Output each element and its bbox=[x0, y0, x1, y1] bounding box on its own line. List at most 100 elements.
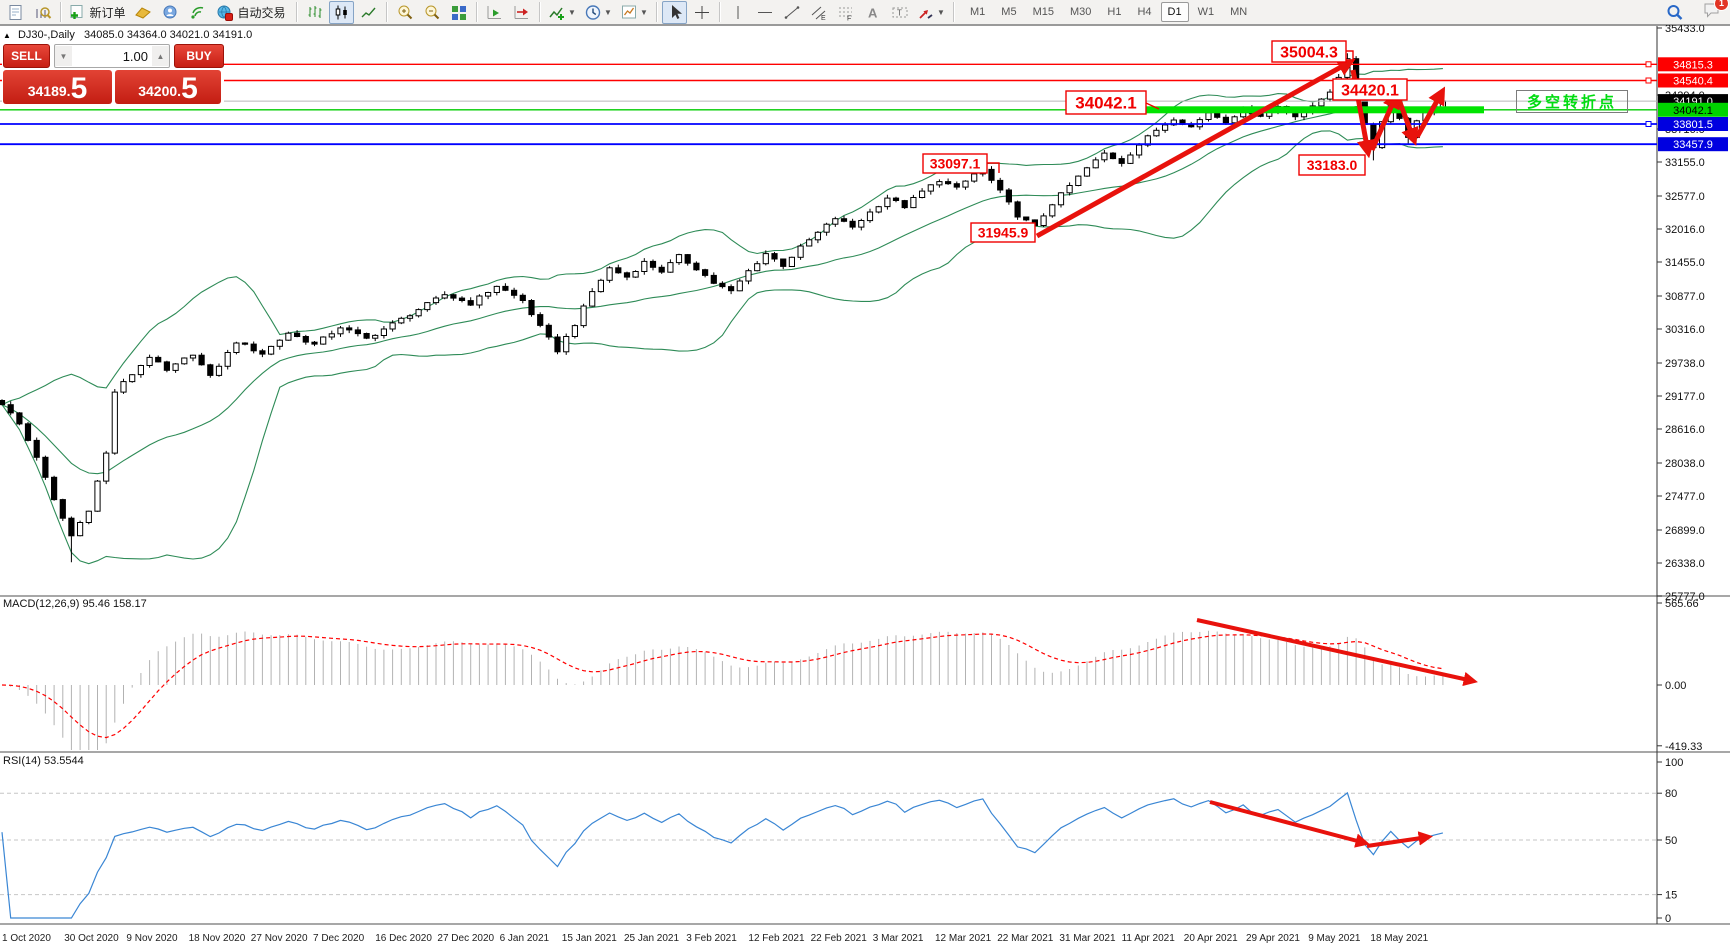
svg-text:30877.0: 30877.0 bbox=[1665, 291, 1705, 303]
new-order-button[interactable]: 新订单 bbox=[66, 1, 128, 24]
autotrade-button[interactable]: 自动交易 bbox=[211, 1, 291, 24]
equidistant-channel-tool-button[interactable]: E bbox=[806, 1, 831, 24]
volume-input[interactable]: 1.00 bbox=[122, 48, 148, 64]
svg-text:33801.5: 33801.5 bbox=[1673, 119, 1713, 131]
svg-text:25 Jan 2021: 25 Jan 2021 bbox=[624, 933, 679, 944]
new-order-label: 新订单 bbox=[89, 5, 126, 20]
trendline-tool-button[interactable] bbox=[779, 1, 804, 24]
document-icon-button[interactable] bbox=[3, 1, 28, 24]
svg-text:80: 80 bbox=[1665, 788, 1677, 800]
arrows-tool-button[interactable]: ▼ bbox=[914, 1, 948, 24]
cursor-icon bbox=[671, 4, 682, 19]
chart-window-title: ▲ DJ30-,Daily 34085.0 34364.0 34021.0 34… bbox=[3, 29, 252, 41]
svg-text:28038.0: 28038.0 bbox=[1665, 458, 1705, 470]
indicators-button[interactable]: ▼ bbox=[545, 1, 579, 24]
timeframe-m5-button[interactable]: M5 bbox=[1001, 6, 1017, 18]
metaquotes-icon-button[interactable] bbox=[130, 1, 155, 24]
svg-text:100: 100 bbox=[1665, 757, 1683, 769]
timeframe-d1-button[interactable]: D1 bbox=[1160, 2, 1189, 22]
arrows-icon bbox=[919, 9, 933, 19]
macd-pane bbox=[1, 630, 1444, 750]
text-tool-button[interactable]: A bbox=[860, 1, 885, 24]
timeframe-h4-button[interactable]: H4 bbox=[1137, 6, 1152, 18]
timeframe-h1-button[interactable]: H1 bbox=[1107, 6, 1122, 18]
fibonacci-tool-button[interactable]: F bbox=[833, 1, 858, 24]
autotrade-icon bbox=[217, 5, 234, 21]
svg-text:34420.1: 34420.1 bbox=[1341, 82, 1399, 99]
crosshair-tool-button[interactable] bbox=[689, 1, 714, 24]
templates-button[interactable]: ▼ bbox=[617, 1, 651, 24]
svg-text:33097.1: 33097.1 bbox=[930, 156, 981, 172]
auto-scroll-button[interactable] bbox=[482, 1, 507, 24]
svg-text:20 Apr 2021: 20 Apr 2021 bbox=[1184, 933, 1238, 944]
buy-price-dec: 5 bbox=[181, 72, 198, 105]
fibonacci-icon: F bbox=[838, 7, 852, 21]
svg-text:35433.0: 35433.0 bbox=[1665, 23, 1705, 35]
periods-button[interactable]: ▼ bbox=[581, 1, 615, 24]
svg-text:30316.0: 30316.0 bbox=[1665, 324, 1705, 336]
cursor-tool-button[interactable] bbox=[662, 0, 687, 24]
chart-search-icon-button[interactable] bbox=[30, 1, 55, 24]
timeframe-w1-button[interactable]: W1 bbox=[1197, 6, 1215, 18]
svg-text:32577.0: 32577.0 bbox=[1665, 191, 1705, 203]
tile-windows-icon bbox=[451, 5, 466, 20]
svg-text:29 Apr 2021: 29 Apr 2021 bbox=[1246, 933, 1300, 944]
svg-text:9 Nov 2020: 9 Nov 2020 bbox=[126, 933, 178, 944]
zoom-in-icon bbox=[398, 5, 412, 19]
one-click-trading-panel: SELL ▼ 1.00 ▲ BUY 34189. 5 34200. 5 bbox=[2, 44, 224, 106]
sell-button[interactable]: SELL bbox=[3, 44, 50, 68]
horizontal-line-tool-button[interactable] bbox=[752, 1, 777, 24]
trend-arrows[interactable] bbox=[1035, 58, 1478, 848]
price-axis[interactable]: 35433.034294.033716.033155.032577.032016… bbox=[1657, 23, 1728, 925]
signals-icon-button[interactable] bbox=[184, 1, 209, 24]
tile-windows-button[interactable] bbox=[446, 1, 471, 24]
price-annotation-labels[interactable]: 35004.3 34420.1 34042.1 33097.1 31945.9 33183… bbox=[922, 40, 1408, 243]
timeframe-mn-button[interactable]: MN bbox=[1230, 6, 1248, 18]
volume-decrease-button[interactable]: ▼ bbox=[55, 46, 72, 66]
turning-point-note[interactable]: 多空转折点 bbox=[1516, 90, 1628, 113]
buy-button[interactable]: BUY bbox=[174, 44, 224, 68]
text-label-tool-button[interactable]: T bbox=[887, 1, 912, 24]
svg-text:31945.9: 31945.9 bbox=[978, 225, 1029, 241]
sell-quote[interactable]: 34189. 5 bbox=[3, 70, 112, 104]
zoom-out-button[interactable] bbox=[419, 1, 444, 24]
zoom-in-button[interactable] bbox=[392, 1, 417, 24]
timeframe-m1-button[interactable]: M1 bbox=[970, 6, 986, 18]
svg-text:3 Mar 2021: 3 Mar 2021 bbox=[873, 933, 924, 944]
document-icon bbox=[9, 4, 21, 20]
svg-text:50: 50 bbox=[1665, 835, 1677, 847]
date-axis[interactable]: 1 Oct 2020 30 Oct 2020 9 Nov 2020 18 Nov 20… bbox=[2, 933, 1429, 944]
vertical-line-tool-button[interactable] bbox=[725, 1, 750, 24]
svg-text:A: A bbox=[868, 5, 878, 20]
new-order-icon bbox=[70, 4, 83, 19]
horizontal-line-icon bbox=[757, 11, 772, 13]
svg-text:35004.3: 35004.3 bbox=[1280, 44, 1338, 61]
svg-text:T: T bbox=[897, 8, 902, 17]
terminal-icon-button[interactable] bbox=[157, 1, 182, 24]
toolbar: 新订单 自动交易 ▼ ▼ ▼ E F A T ▼ bbox=[0, 0, 1730, 25]
chart-shift-button[interactable] bbox=[509, 1, 534, 24]
notifications-button[interactable]: 1 bbox=[1702, 0, 1729, 24]
buy-quote[interactable]: 34200. 5 bbox=[115, 70, 221, 104]
svg-text:28616.0: 28616.0 bbox=[1665, 424, 1705, 436]
timeframe-m15-button[interactable]: M15 bbox=[1032, 6, 1054, 18]
svg-text:F: F bbox=[847, 15, 851, 21]
indicators-icon bbox=[549, 7, 565, 20]
svg-text:3 Feb 2021: 3 Feb 2021 bbox=[686, 933, 737, 944]
rsi-indicator-label: RSI(14) 53.5544 bbox=[3, 755, 84, 767]
candlestick-chart-icon-button[interactable] bbox=[329, 0, 354, 24]
notification-badge: 1 bbox=[1714, 0, 1729, 11]
search-button[interactable] bbox=[1662, 1, 1687, 24]
collapse-panel-icon[interactable]: ▲ bbox=[3, 31, 11, 40]
templates-caret-icon: ▼ bbox=[640, 7, 648, 17]
bar-chart-icon-button[interactable] bbox=[302, 1, 327, 24]
volume-increase-button[interactable]: ▲ bbox=[152, 46, 169, 66]
timeframe-m30-button[interactable]: M30 bbox=[1069, 6, 1092, 18]
svg-text:33155.0: 33155.0 bbox=[1665, 157, 1705, 169]
line-chart-icon-button[interactable] bbox=[356, 1, 381, 24]
svg-text:0: 0 bbox=[1665, 913, 1671, 925]
macd-indicator-label: MACD(12,26,9) 95.46 158.17 bbox=[3, 598, 147, 610]
svg-text:16 Dec 2020: 16 Dec 2020 bbox=[375, 933, 432, 944]
